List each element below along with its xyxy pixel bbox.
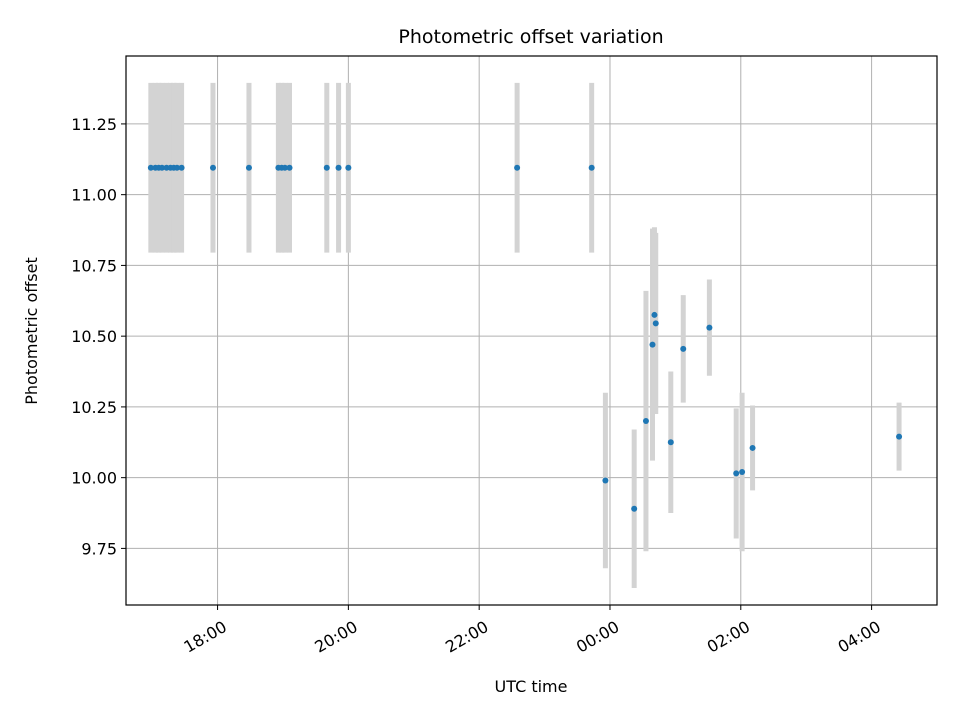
- data-point: [158, 164, 165, 171]
- data-point: [739, 468, 746, 475]
- y-axis-label: Photometric offset: [22, 257, 41, 405]
- error-bars: [148, 82, 902, 589]
- x-tick-label: 02:00: [704, 617, 753, 657]
- x-tick-label: 00:00: [573, 617, 622, 657]
- x-tick-label: 22:00: [442, 617, 491, 657]
- data-point: [733, 470, 740, 477]
- data-point: [667, 439, 674, 446]
- y-tick-label: 10.00: [71, 469, 117, 488]
- y-tick-label: 11.25: [71, 115, 117, 134]
- data-point: [209, 164, 216, 171]
- data-point: [706, 324, 713, 331]
- x-tick-label: 20:00: [311, 617, 360, 657]
- data-point: [680, 345, 687, 352]
- y-tick-label: 10.75: [71, 256, 117, 275]
- data-point: [323, 164, 330, 171]
- data-point: [245, 164, 252, 171]
- chart-title: Photometric offset variation: [398, 26, 663, 48]
- data-points: [147, 164, 903, 512]
- y-axis-ticks: 9.75 10.00 10.25 10.50 10.75 11.00 11.25: [71, 115, 126, 558]
- x-tick-label: 18:00: [181, 617, 230, 657]
- data-point: [649, 341, 656, 348]
- data-point: [178, 164, 185, 171]
- data-point: [896, 433, 903, 440]
- x-axis-ticks: 18:00 20:00 22:00 00:00 02:00 04:00: [181, 605, 884, 657]
- data-point: [651, 311, 658, 318]
- data-point: [652, 320, 659, 327]
- y-tick-label: 10.50: [71, 327, 117, 346]
- data-point: [174, 164, 181, 171]
- y-tick-label: 9.75: [81, 539, 117, 558]
- data-point: [588, 164, 595, 171]
- data-point: [147, 164, 154, 171]
- data-point: [642, 418, 649, 425]
- y-tick-label: 10.25: [71, 398, 117, 417]
- data-point: [514, 164, 521, 171]
- data-point: [602, 477, 609, 484]
- data-point: [335, 164, 342, 171]
- data-point: [631, 505, 638, 512]
- data-point: [286, 164, 293, 171]
- y-tick-label: 11.00: [71, 186, 117, 205]
- grid: [126, 56, 937, 605]
- plot-frame: [125, 55, 938, 606]
- data-point: [749, 444, 756, 451]
- x-tick-label: 04:00: [835, 617, 884, 657]
- data-point: [345, 164, 352, 171]
- x-axis-label: UTC time: [495, 677, 568, 696]
- data-point: [281, 164, 288, 171]
